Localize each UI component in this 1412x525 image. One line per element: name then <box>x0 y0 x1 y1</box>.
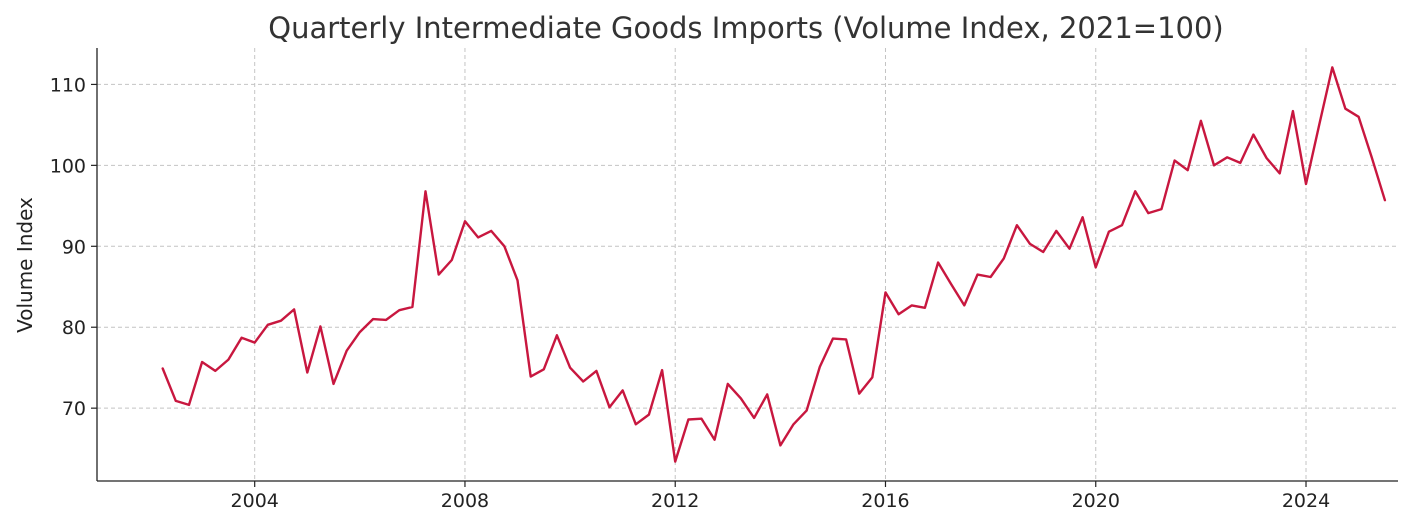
y-tick-label: 80 <box>62 317 86 339</box>
chart-title: Quarterly Intermediate Goods Imports (Vo… <box>268 11 1224 45</box>
x-tick-label: 2008 <box>441 490 489 512</box>
series-line <box>161 66 1387 463</box>
x-tick-label: 2004 <box>231 490 279 512</box>
y-tick-label: 110 <box>50 74 86 96</box>
y-tick-label: 100 <box>50 155 86 177</box>
series-group <box>161 66 1387 463</box>
x-tick-label: 2016 <box>861 490 909 512</box>
x-tick-label: 2020 <box>1072 490 1120 512</box>
x-tick-label: 2024 <box>1282 490 1330 512</box>
y-tick-label: 90 <box>62 236 86 258</box>
x-axis: 2004 2008 2012 2016 2020 2024 <box>231 481 1330 512</box>
grid <box>97 48 1398 481</box>
y-axis-label: Volume Index <box>13 197 37 333</box>
x-tick-label: 2012 <box>651 490 699 512</box>
y-axis: 70 80 90 100 110 <box>50 74 97 420</box>
y-tick-label: 70 <box>62 398 86 420</box>
